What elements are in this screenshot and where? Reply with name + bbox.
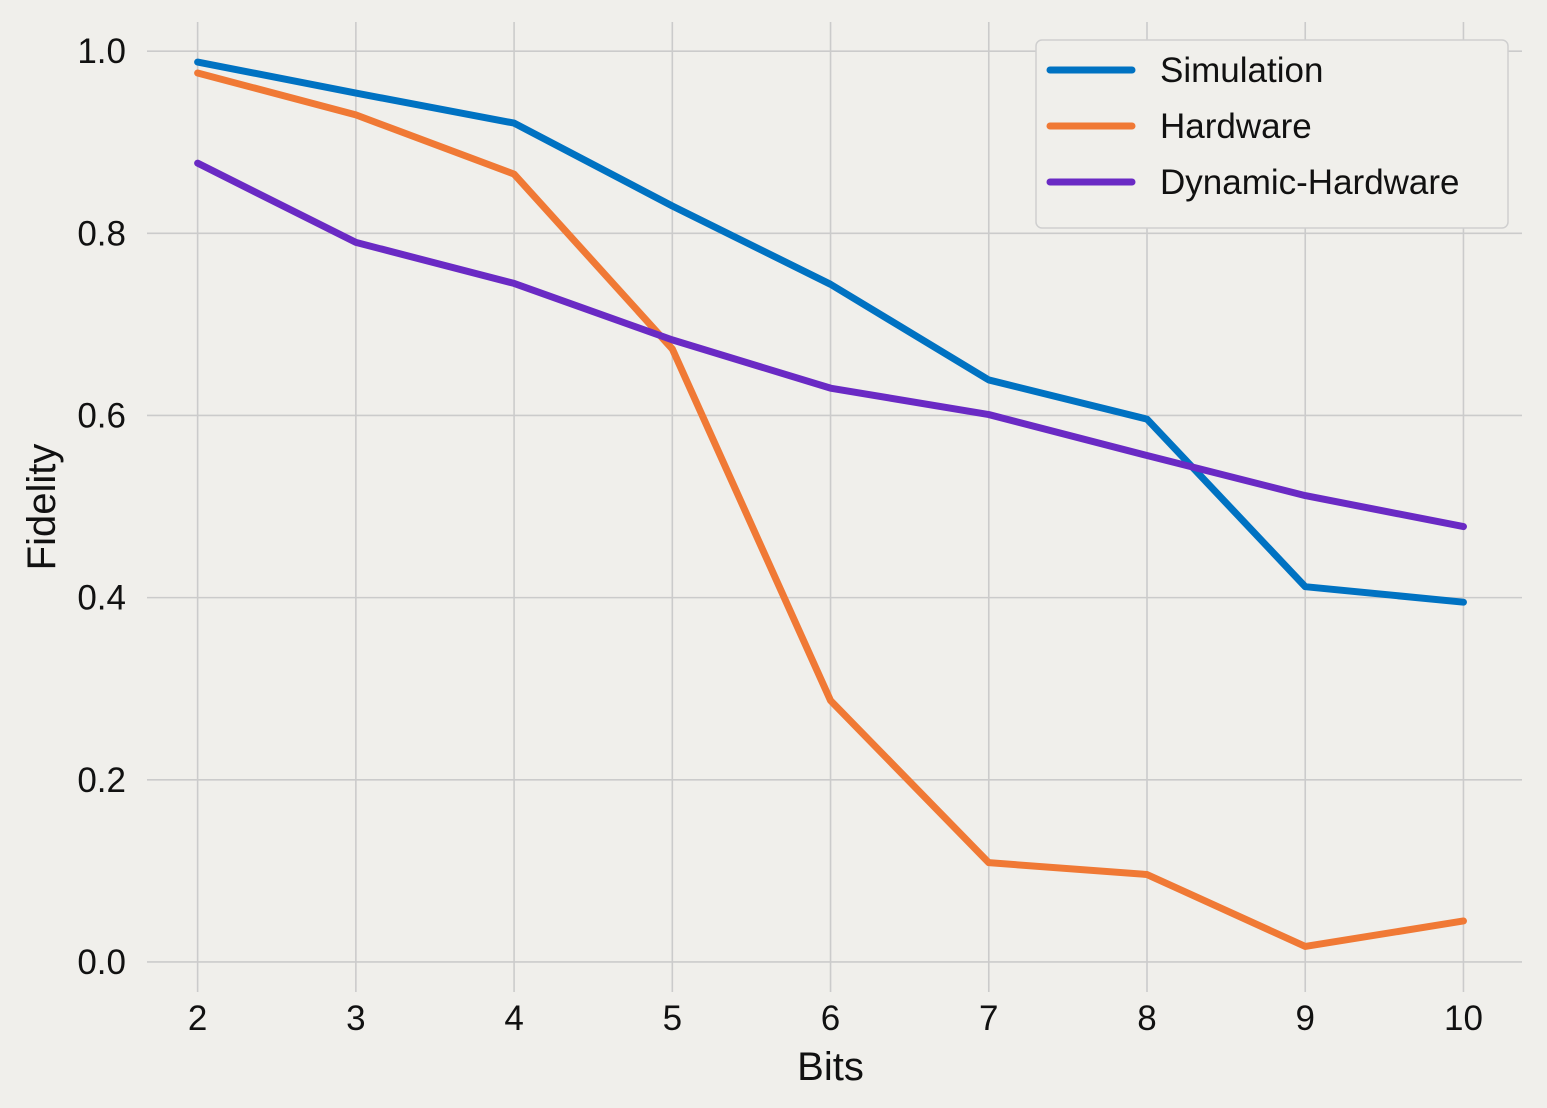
x-tick-labels: 2 3 4 5 6 7 8 9 10 <box>188 999 1483 1038</box>
y-gridlines <box>147 50 1522 963</box>
x-axis-label: Bits <box>797 1045 864 1089</box>
legend: Simulation Hardware Dynamic-Hardware <box>1035 39 1509 229</box>
legend-frame <box>1035 39 1509 229</box>
y-tick-label: 0.2 <box>77 761 126 800</box>
legend-label: Hardware <box>1160 107 1312 146</box>
x-tick-label: 3 <box>346 999 365 1038</box>
x-tick-label: 10 <box>1444 999 1483 1038</box>
series-line-hardware <box>194 69 1467 950</box>
y-tick-label: 0.6 <box>77 396 126 435</box>
x-tick-label: 5 <box>663 999 682 1038</box>
y-tick-label: 0.8 <box>77 214 126 253</box>
series-lines <box>194 58 1467 950</box>
series-line-dynamic-hardware <box>194 159 1467 531</box>
legend-label: Simulation <box>1160 51 1323 90</box>
y-tick-labels: 0.0 0.2 0.4 0.6 0.8 1.0 <box>77 32 126 982</box>
y-tick-label: 1.0 <box>77 32 126 71</box>
legend-label: Dynamic-Hardware <box>1160 163 1460 202</box>
x-tick-label: 6 <box>821 999 840 1038</box>
y-tick-label: 0.4 <box>77 579 126 618</box>
x-tick-label: 7 <box>979 999 998 1038</box>
y-tick-label: 0.0 <box>77 943 126 982</box>
x-tick-label: 2 <box>188 999 207 1038</box>
y-axis-label: Fidelity <box>20 444 64 571</box>
x-tick-label: 9 <box>1295 999 1314 1038</box>
series-line-simulation <box>194 58 1467 606</box>
x-tick-label: 8 <box>1137 999 1156 1038</box>
x-tick-label: 4 <box>504 999 523 1038</box>
